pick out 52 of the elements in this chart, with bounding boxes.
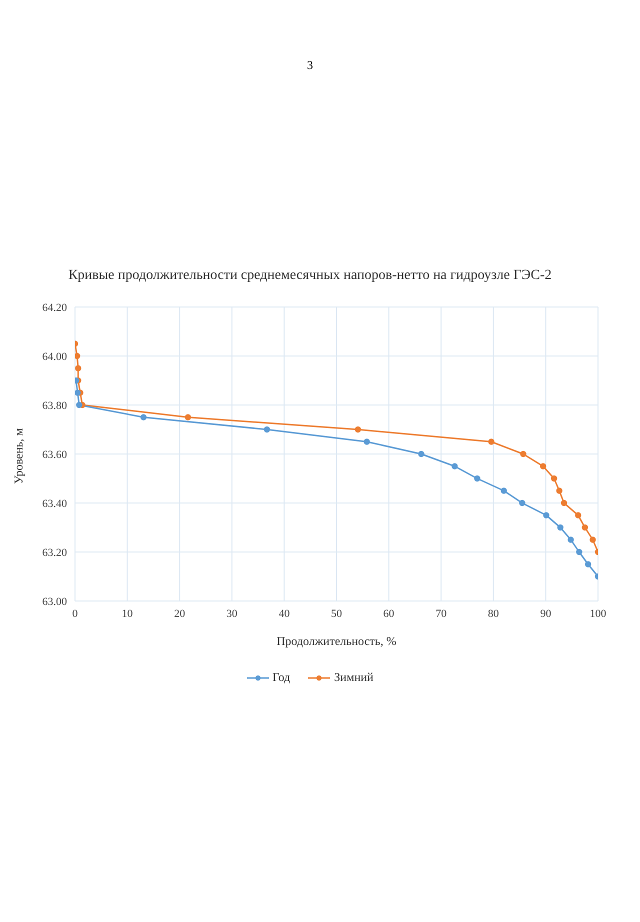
- point: [418, 450, 424, 458]
- x-axis-title: Продолжительность, %: [276, 634, 396, 648]
- point: [576, 548, 582, 556]
- y-tick-label: 63.00: [42, 596, 68, 608]
- chart-title: Кривые продолжительности среднемесячных напоров-нетто на гидроузле ГЭС-2: [67, 268, 553, 284]
- point: [575, 512, 582, 518]
- point: [75, 365, 82, 372]
- point: [364, 438, 370, 445]
- point: [184, 414, 192, 420]
- x-tick-label: 10: [122, 608, 134, 620]
- x-tick-label: 20: [174, 608, 186, 620]
- point: [582, 524, 588, 531]
- point: [75, 352, 80, 360]
- legend-label: Год: [272, 670, 290, 685]
- y-tick-label: 63.60: [42, 448, 68, 461]
- y-tick-label: 64.00: [42, 350, 68, 363]
- point: [264, 426, 270, 433]
- x-tick-label: 0: [72, 608, 78, 620]
- x-tick-label: 70: [436, 608, 448, 620]
- y-tick-label: 63.80: [42, 400, 68, 412]
- point: [550, 475, 558, 482]
- x-tick-label: 90: [540, 608, 552, 620]
- point: [584, 561, 592, 568]
- point: [75, 390, 81, 396]
- point: [568, 536, 574, 543]
- y-tick-label: 63.20: [42, 546, 68, 559]
- point: [590, 536, 596, 543]
- point: [560, 500, 568, 506]
- y-tick-label: 64.20: [42, 302, 68, 314]
- point: [452, 463, 458, 470]
- x-tick-label: 80: [488, 608, 500, 620]
- point: [520, 450, 526, 458]
- point: [474, 475, 480, 482]
- point: [557, 524, 564, 531]
- point: [540, 463, 546, 470]
- text: 3: [306, 58, 314, 73]
- point: [354, 426, 362, 433]
- y-axis-title: Уровень, м: [11, 428, 26, 484]
- x-tick-label: 100: [590, 608, 607, 620]
- point: [519, 500, 526, 506]
- y-tick-label: 63.40: [42, 498, 68, 510]
- point: [140, 414, 147, 420]
- legend-label: Зимний: [334, 670, 374, 685]
- x-tick-label: 30: [226, 608, 238, 620]
- point: [76, 402, 82, 408]
- point: [488, 438, 494, 445]
- point: [543, 512, 550, 518]
- x-tick-label: 60: [383, 608, 395, 620]
- point: [500, 488, 507, 494]
- point: [556, 488, 562, 494]
- x-tick-label: 40: [278, 608, 290, 620]
- x-tick-label: 50: [331, 608, 342, 620]
